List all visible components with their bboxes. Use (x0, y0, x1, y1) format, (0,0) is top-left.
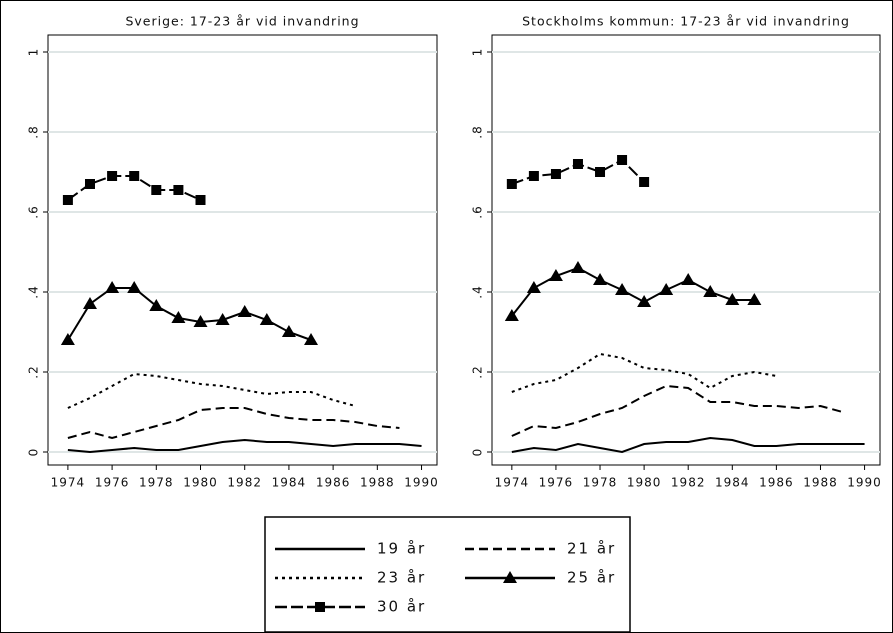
marker-square (151, 185, 162, 195)
series-line (67, 438, 422, 454)
marker-triangle (105, 281, 120, 293)
legend-label: 21 år (567, 540, 616, 558)
y-tick-label: .6 (471, 205, 485, 218)
marker-square (107, 171, 118, 181)
series-line (511, 384, 843, 437)
marker-triangle (193, 315, 208, 327)
plot-frame (47, 34, 438, 466)
series-line (67, 407, 400, 440)
marker-square (506, 179, 517, 189)
marker-square (195, 195, 206, 205)
series-line (511, 436, 865, 454)
marker-triangle (615, 283, 630, 295)
marker-triangle (215, 313, 230, 325)
legend-label: 19 år (377, 540, 426, 558)
x-tick-label: 1980 (183, 476, 218, 490)
marker-triangle (593, 273, 608, 285)
panel-title: Sverige: 17-23 år vid invandring (125, 14, 359, 29)
legend-label: 23 år (377, 569, 426, 587)
marker-triangle (237, 305, 252, 317)
x-tick-label: 1978 (583, 476, 618, 490)
marker-square (173, 185, 184, 195)
x-tick-label: 1974 (495, 476, 530, 490)
marker-square (595, 167, 606, 177)
marker-triangle (703, 285, 718, 297)
y-tick-label: 0 (471, 448, 485, 457)
marker-triangle (149, 299, 164, 311)
marker-square (528, 171, 539, 181)
marker-triangle (60, 333, 75, 345)
y-tick-label: .4 (27, 285, 41, 298)
marker-triangle (171, 311, 186, 323)
marker-triangle (747, 293, 762, 305)
y-tick-label: 1 (471, 48, 485, 57)
marker-triangle (82, 297, 97, 309)
marker-triangle (304, 333, 319, 345)
series-line (511, 352, 777, 393)
marker-triangle (725, 293, 740, 305)
x-tick-label: 1986 (759, 476, 794, 490)
x-tick-label: 1988 (803, 476, 838, 490)
x-tick-label: 1976 (95, 476, 130, 490)
y-tick-label: .6 (27, 205, 41, 218)
x-tick-label: 1976 (539, 476, 574, 490)
legend-label: 30 år (377, 598, 426, 616)
x-tick-label: 1982 (671, 476, 706, 490)
y-tick-label: .8 (27, 125, 41, 138)
y-tick-label: .8 (471, 125, 485, 138)
y-tick-label: .2 (471, 365, 485, 378)
x-tick-label: 1982 (227, 476, 262, 490)
legend-marker (503, 571, 517, 583)
legend-label: 25 år (567, 569, 616, 587)
plot-frame (491, 34, 881, 466)
marker-triangle (659, 283, 674, 295)
x-tick-label: 1980 (627, 476, 662, 490)
marker-triangle (259, 313, 274, 325)
marker-triangle (570, 261, 585, 273)
panel-title: Stockholms kommun: 17-23 år vid invandri… (522, 14, 850, 29)
marker-square (639, 177, 650, 187)
x-tick-label: 1978 (139, 476, 174, 490)
marker-triangle (681, 273, 696, 285)
x-tick-label: 1990 (404, 476, 439, 490)
marker-triangle (281, 325, 296, 337)
y-tick-label: .4 (471, 285, 485, 298)
y-tick-label: 0 (27, 448, 41, 457)
marker-square (572, 159, 583, 169)
marker-triangle (548, 269, 563, 281)
x-tick-label: 1974 (51, 476, 86, 490)
y-tick-label: 1 (27, 48, 41, 57)
x-tick-label: 1986 (316, 476, 351, 490)
marker-triangle (127, 281, 142, 293)
marker-square (550, 169, 561, 179)
marker-square (129, 171, 140, 181)
y-tick-label: .2 (27, 365, 41, 378)
marker-triangle (526, 281, 541, 293)
marker-square (617, 155, 628, 165)
x-tick-label: 1988 (360, 476, 395, 490)
x-tick-label: 1984 (272, 476, 307, 490)
x-tick-label: 1984 (715, 476, 750, 490)
marker-square (84, 179, 95, 189)
legend-box (264, 516, 631, 633)
legend-marker (315, 602, 325, 612)
marker-triangle (637, 295, 652, 307)
marker-square (62, 195, 73, 205)
x-tick-label: 1990 (847, 476, 882, 490)
marker-triangle (504, 309, 519, 321)
